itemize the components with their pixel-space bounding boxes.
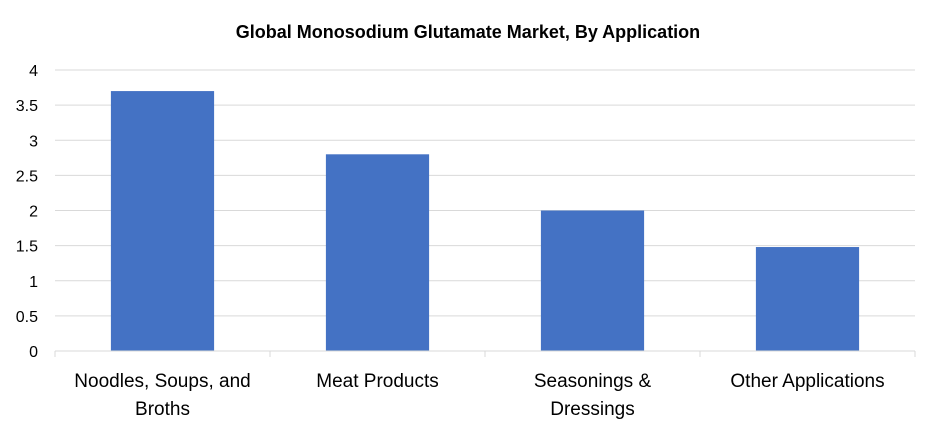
x-category-label: Noodles, Soups, and Broths [74,371,250,420]
bar [540,210,645,351]
chart-title: Global Monosodium Glutamate Market, By A… [236,22,700,42]
bar [755,247,860,351]
x-category-label-line: Noodles, Soups, and [74,371,250,392]
bars [110,91,860,351]
x-category-label-line: Dressings [550,399,634,420]
x-category-label-line: Seasonings & [534,371,652,392]
y-tick-label: 0 [29,344,38,361]
y-tick-label: 1 [29,274,38,291]
y-tick-label: 0.5 [16,309,38,326]
y-tick-label: 4 [29,63,38,80]
y-tick-label: 3.5 [16,98,38,115]
x-axis-category-labels: Noodles, Soups, and Broths Meat Products Se… [74,371,884,420]
x-category-label: Seasonings & Dressings [534,371,652,420]
y-tick-label: 3 [29,133,38,150]
x-axis [54,350,916,357]
y-axis-tick-labels: 0 0.5 1 1.5 2 2.5 3 3.5 4 [16,63,38,361]
y-tick-label: 2 [29,204,38,221]
x-category-label: Meat Products [316,371,439,392]
bar [325,154,430,351]
bar [110,91,215,351]
x-category-label: Other Applications [730,371,884,392]
y-tick-label: 1.5 [16,239,38,256]
x-category-label-line: Other Applications [730,371,884,392]
y-tick-label: 2.5 [16,168,38,185]
x-category-label-line: Broths [135,399,190,420]
x-category-label-line: Meat Products [316,371,439,392]
